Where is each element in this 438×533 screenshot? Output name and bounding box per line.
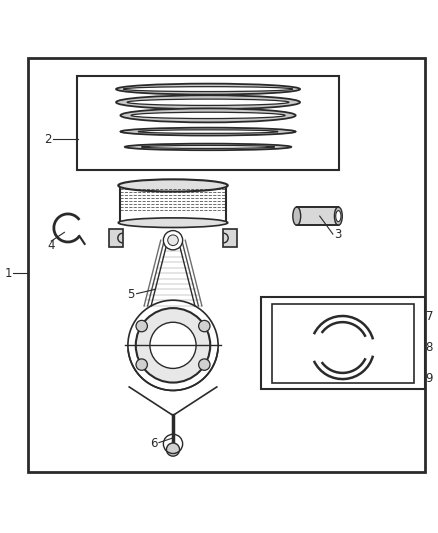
Ellipse shape (131, 112, 285, 118)
Ellipse shape (116, 84, 300, 94)
Ellipse shape (127, 99, 289, 106)
Text: 4: 4 (47, 239, 55, 252)
Ellipse shape (124, 87, 293, 92)
Circle shape (199, 320, 210, 332)
Ellipse shape (336, 211, 341, 222)
Circle shape (163, 231, 183, 250)
Ellipse shape (138, 130, 278, 133)
Ellipse shape (141, 146, 275, 148)
Ellipse shape (125, 143, 291, 150)
Text: 5: 5 (127, 288, 135, 302)
Ellipse shape (120, 128, 296, 135)
Circle shape (136, 308, 210, 383)
Ellipse shape (116, 95, 300, 109)
Text: 8: 8 (426, 341, 433, 354)
Text: 1: 1 (4, 266, 12, 280)
Circle shape (136, 359, 147, 370)
Bar (272, 304, 414, 383)
Ellipse shape (334, 207, 343, 225)
Circle shape (166, 443, 180, 456)
Ellipse shape (118, 179, 228, 191)
Circle shape (150, 322, 196, 368)
Bar (109, 229, 123, 247)
Bar (297, 207, 338, 225)
Circle shape (199, 359, 210, 370)
Text: 7: 7 (426, 310, 433, 324)
Bar (223, 229, 237, 247)
Bar (261, 297, 425, 389)
Ellipse shape (118, 218, 228, 228)
Text: 2: 2 (44, 133, 52, 146)
Circle shape (168, 235, 178, 246)
Circle shape (136, 320, 147, 332)
Bar (77, 76, 339, 170)
Text: 9: 9 (426, 372, 433, 385)
Ellipse shape (293, 207, 300, 225)
Text: 3: 3 (334, 229, 342, 241)
Text: 6: 6 (150, 438, 158, 450)
Ellipse shape (120, 108, 296, 123)
